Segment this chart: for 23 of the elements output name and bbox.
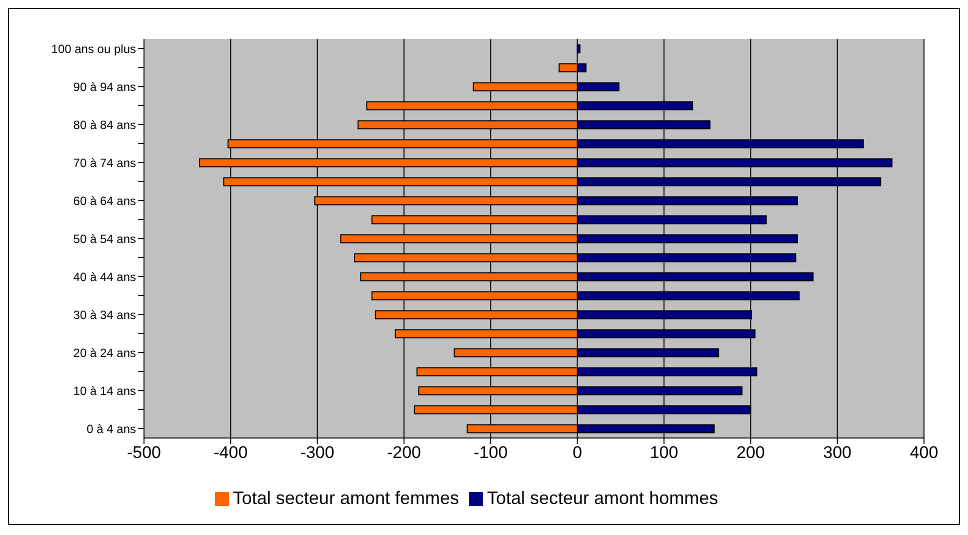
x-tick-label: 100 [650,443,678,462]
y-tick-label: 90 à 94 ans [73,80,136,94]
y-tick-label: 80 à 84 ans [73,118,136,132]
y-tick-label: 60 à 64 ans [73,194,136,208]
x-tick-label: 200 [736,443,765,462]
y-tick-label: 10 à 14 ans [73,384,136,398]
x-tick-label: 300 [823,443,852,462]
y-tick-label: 20 à 24 ans [73,346,136,360]
x-tick-label: -300 [300,443,334,462]
y-tick-label: 70 à 74 ans [73,156,136,170]
y-tick-label: 0 à 4 ans [86,422,136,436]
y-tick-label: 50 à 54 ans [73,232,136,246]
y-tick-label: 100 ans ou plus [51,42,136,56]
x-tick-label: -400 [214,443,248,462]
y-tick-label: 40 à 44 ans [73,270,136,284]
x-tick-label: 400 [910,443,938,462]
legend-label: Total secteur amont femmes [232,488,459,508]
x-tick-label: -100 [474,443,508,462]
x-tick-label: -500 [126,443,162,462]
legend-label: Total secteur amont hommes [486,488,718,508]
x-tick-label: 0 [572,443,582,462]
x-tick-label: -200 [386,443,422,462]
y-tick-label: 30 à 34 ans [73,308,136,322]
